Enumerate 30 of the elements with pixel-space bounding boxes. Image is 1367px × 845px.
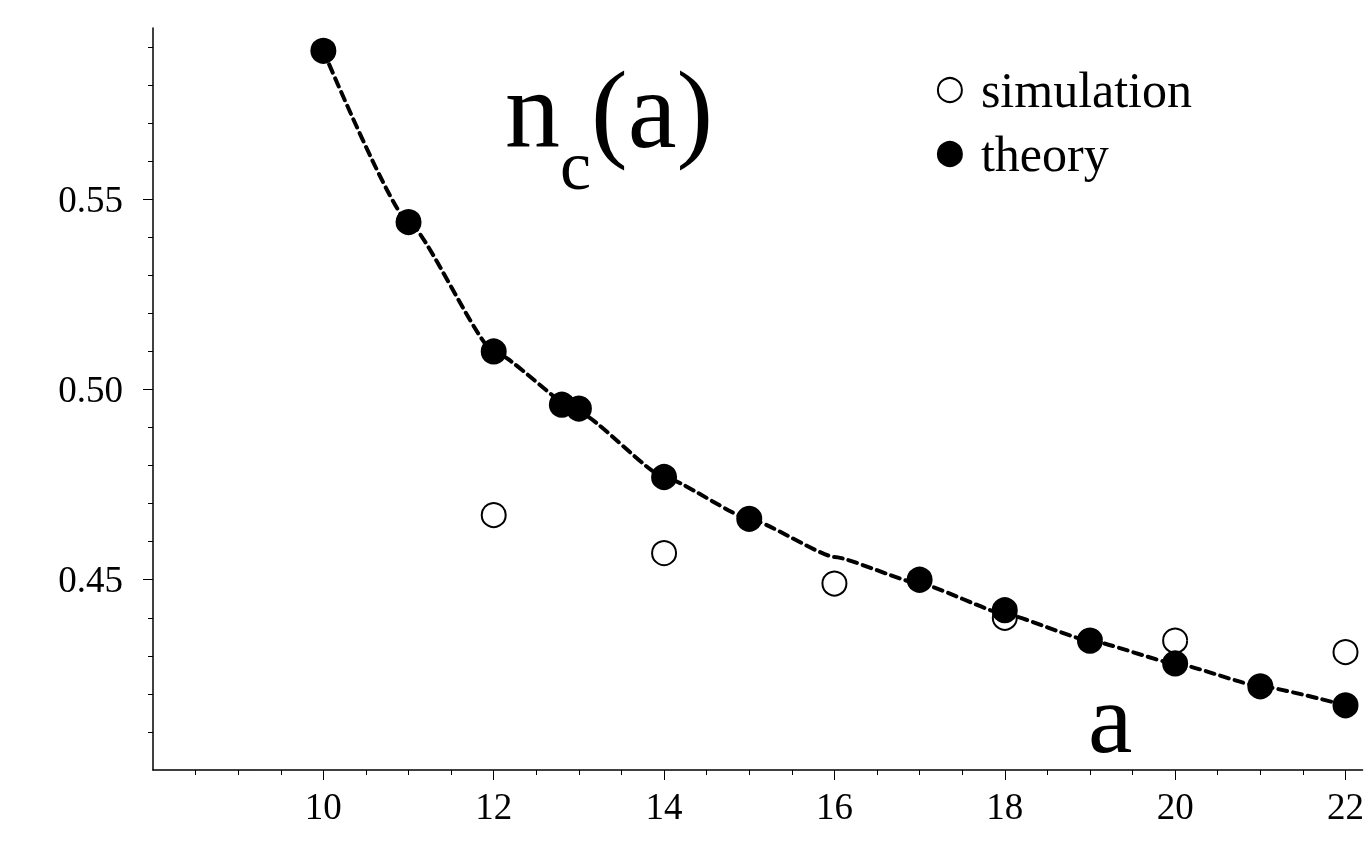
point [1076, 627, 1103, 654]
legend-label: theory [980, 126, 1109, 182]
point [821, 570, 848, 597]
point [1247, 673, 1274, 700]
point [736, 505, 763, 532]
legend-label: simulation [980, 62, 1192, 118]
x-tick-label: 20 [1156, 786, 1194, 827]
point [1162, 627, 1189, 654]
y-tick-label: 0.45 [58, 559, 123, 601]
y-tick-label: 0.50 [58, 368, 123, 410]
point [1332, 639, 1359, 666]
point [310, 37, 337, 64]
x-tick-label: 18 [986, 786, 1024, 827]
point [480, 338, 507, 365]
point [1332, 692, 1359, 719]
x-tick-label: 16 [815, 786, 853, 827]
point [651, 464, 678, 490]
x-tick-label: 14 [645, 786, 683, 827]
point [480, 502, 507, 529]
point [395, 209, 422, 236]
point [906, 566, 933, 593]
x-tick-label: 12 [475, 786, 513, 827]
y-tick-label: 0.55 [58, 178, 123, 220]
point [565, 395, 592, 422]
x-tick-label: 10 [304, 786, 342, 827]
point [991, 597, 1018, 624]
point [651, 540, 678, 567]
point [1162, 650, 1189, 677]
x-tick-label: 22 [1327, 786, 1364, 827]
x-axis-title: a [1088, 662, 1133, 774]
